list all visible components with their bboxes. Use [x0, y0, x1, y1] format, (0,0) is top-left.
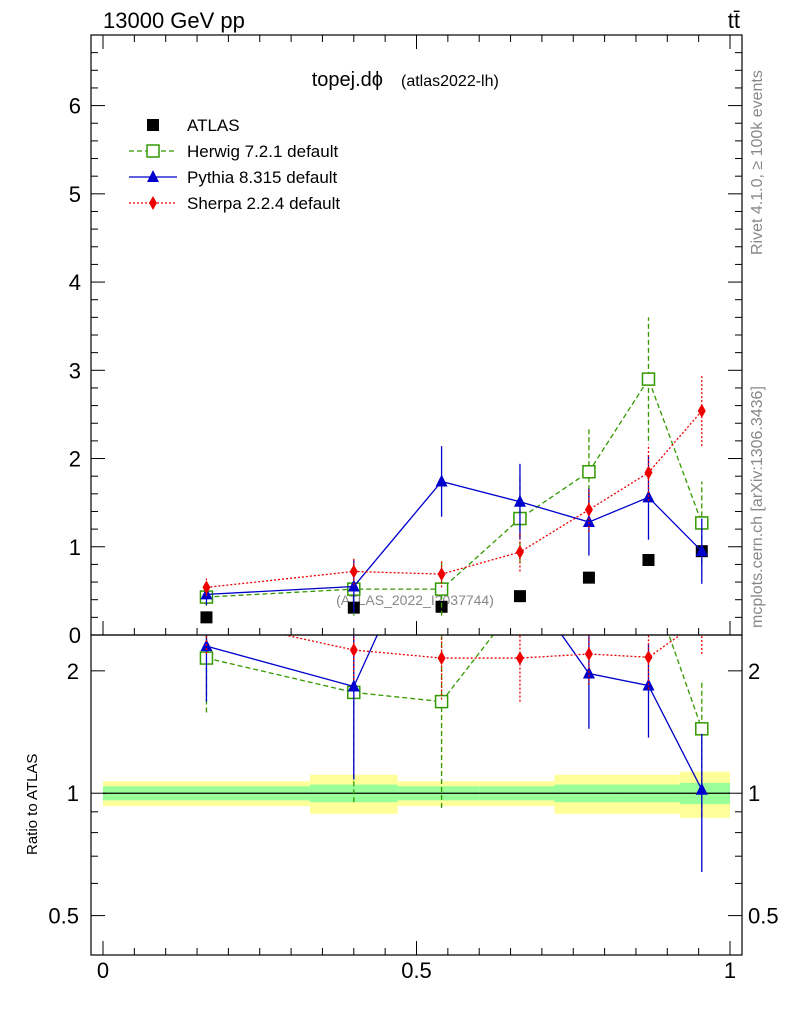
main-data-point	[582, 515, 595, 528]
plot-subtitle: (atlas2022-lh)	[401, 73, 499, 90]
ratio-data-point	[347, 679, 360, 692]
ratio-ytick-label-left: 0.5	[48, 904, 79, 929]
main-data-point	[435, 474, 448, 487]
main-data-point	[434, 582, 449, 596]
main-data-point	[582, 465, 596, 479]
ratio-data-point	[695, 722, 709, 736]
ratio-data-point	[695, 782, 708, 795]
ratio-ytick-label-left: 1	[67, 781, 79, 806]
main-ytick-label: 1	[69, 535, 81, 560]
xtick-label: 1	[724, 958, 736, 983]
main-data-point	[695, 544, 708, 557]
main-ytick-label: 5	[69, 182, 81, 207]
plot-title: topej.dϕ	[312, 69, 383, 91]
main-data-point	[582, 571, 595, 584]
main-ytick-label: 6	[69, 94, 81, 119]
ratio-data-point	[644, 650, 653, 665]
main-data-point	[515, 545, 524, 560]
main-data-point	[347, 579, 360, 592]
main-series-line	[206, 377, 703, 598]
ratio-series-2	[205, 613, 706, 702]
main-panel: (ATLAS_2022_I2037744) 0 1 2 3 4 5 6 topej.dϕ (…	[69, 34, 743, 648]
side-label-mcplots: mcplots.cern.ch [arXiv:1306.3436]	[749, 386, 766, 628]
legend-marker	[147, 119, 159, 131]
ratio-data-point	[584, 647, 593, 662]
legend-marker	[149, 196, 157, 210]
ratio-series-line	[281, 635, 682, 659]
main-ytick-label: 0	[69, 623, 81, 648]
energy-label: 13000 GeV pp	[103, 8, 245, 33]
legend-marker	[147, 170, 159, 182]
watermark-label: (ATLAS_2022_I2037744)	[336, 592, 494, 608]
main-data-point	[641, 372, 656, 386]
ratio-ytick-label-left: 2	[67, 659, 79, 684]
legend-marker	[146, 144, 160, 158]
main-ytick-label: 3	[69, 358, 81, 383]
main-ytick-label: 4	[69, 270, 81, 295]
ratio-series-line	[206, 635, 703, 791]
main-series-2	[200, 446, 708, 613]
main-ytick-label: 2	[69, 447, 81, 472]
ratio-ylabel: Ratio to ATLAS	[24, 754, 41, 855]
main-data-point	[584, 502, 593, 517]
ratio-data-point	[642, 571, 654, 583]
legend-entry-label: ATLAS	[187, 116, 240, 135]
ratio-data-point	[434, 694, 449, 709]
ratio-data-point	[515, 651, 524, 666]
legend-entry-label: Sherpa 2.2.4 default	[187, 194, 340, 213]
xtick-label: 0	[97, 958, 109, 983]
xtick-label: 0.5	[401, 958, 432, 983]
main-data-point	[644, 465, 653, 480]
ratio-data-point	[437, 651, 446, 666]
ratio-data-point	[349, 643, 358, 658]
main-data-point	[437, 567, 446, 582]
ratio-ytick-label-right: 2	[748, 659, 760, 684]
main-data-point	[202, 580, 211, 595]
main-data-point	[349, 564, 358, 579]
main-data-point	[200, 611, 213, 624]
side-label-rivet: Rivet 4.1.0, ≥ 100k events	[749, 70, 766, 255]
ratio-data-point	[583, 602, 595, 614]
ratio-ytick-label-right: 0.5	[748, 904, 779, 929]
ratio-data-point	[698, 613, 706, 627]
legend: ATLAS Herwig 7.2.1 default Pythia 8.315 de…	[129, 116, 340, 213]
legend-entry-label: Pythia 8.315 default	[187, 168, 338, 187]
process-label: tt̄	[728, 8, 740, 33]
ratio-panel: 0.5 0.5 1 1 2 2 0 0.5 1 Ratio to ATLAS	[24, 571, 779, 983]
legend-entry-label: Herwig 7.2.1 default	[187, 142, 338, 161]
main-data-point	[697, 403, 706, 418]
main-series-line	[206, 410, 703, 588]
main-data-point	[513, 494, 526, 507]
ratio-ytick-label-right: 1	[748, 781, 760, 806]
main-series-3	[202, 375, 706, 597]
main-data-point	[513, 590, 526, 603]
main-data-point	[642, 554, 655, 566]
main-series-0	[200, 545, 708, 624]
